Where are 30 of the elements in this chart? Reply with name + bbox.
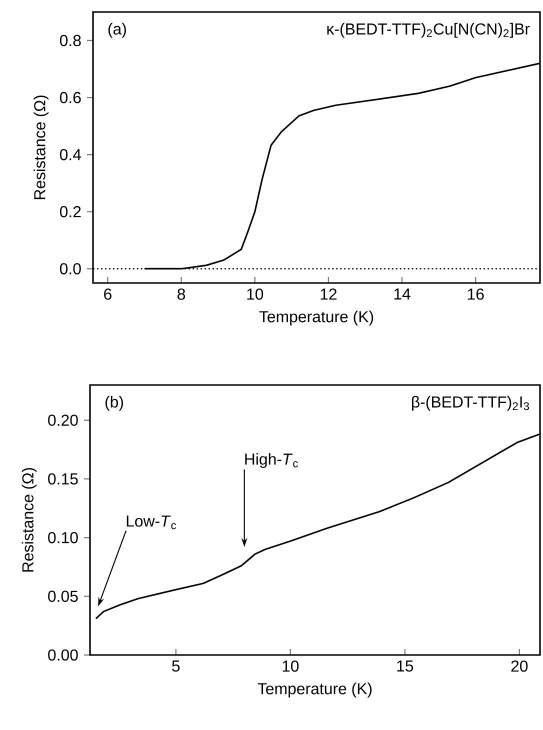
x-tick-label: 10 [247,288,264,300]
y-tick-label: 0.20 [48,414,78,426]
text: κ-(BEDT-TTF)$_{2}$Cu[N(CN)$_{2}$]Br [327,22,530,38]
x-tick-label: 12 [320,288,337,300]
x-tick-label: 15 [397,660,414,672]
annotation: Low-T$_{c}$ [126,516,176,530]
x-tick-label: 10 [282,660,299,672]
y-axis-title: Resistance (Ω) [34,96,48,200]
y-tick-label: 0.05 [48,590,78,602]
y-tick-label: 0.4 [60,148,82,160]
x-tick-label: 5 [172,660,180,672]
x-tick-label: 14 [394,288,410,300]
x-tick-label: 20 [511,660,528,672]
annotation: High-T$_{c}$ [245,453,298,468]
x-tick-label: 16 [468,288,484,300]
x-axis-title: Temperature (K) [258,682,372,698]
text: β-(BEDT-TTF)$_{2}$I$_{3}$ [412,396,530,411]
y-tick-label: 0.8 [60,34,81,46]
y-tick-label: 0.0 [60,263,81,274]
text: (b) [106,396,123,411]
y-tick-label: 0.6 [60,92,81,104]
text: (a) [108,22,126,38]
y-tick-label: 0.00 [48,649,78,661]
y-axis-title: Resistance (Ω) [22,468,37,572]
y-tick-label: 0.2 [60,206,81,218]
x-tick-label: 8 [178,288,186,300]
x-axis-title: Temperature (K) [259,310,374,326]
y-tick-label: 0.10 [48,532,78,544]
x-tick-label: 6 [104,288,112,300]
y-tick-label: 0.15 [48,473,78,485]
